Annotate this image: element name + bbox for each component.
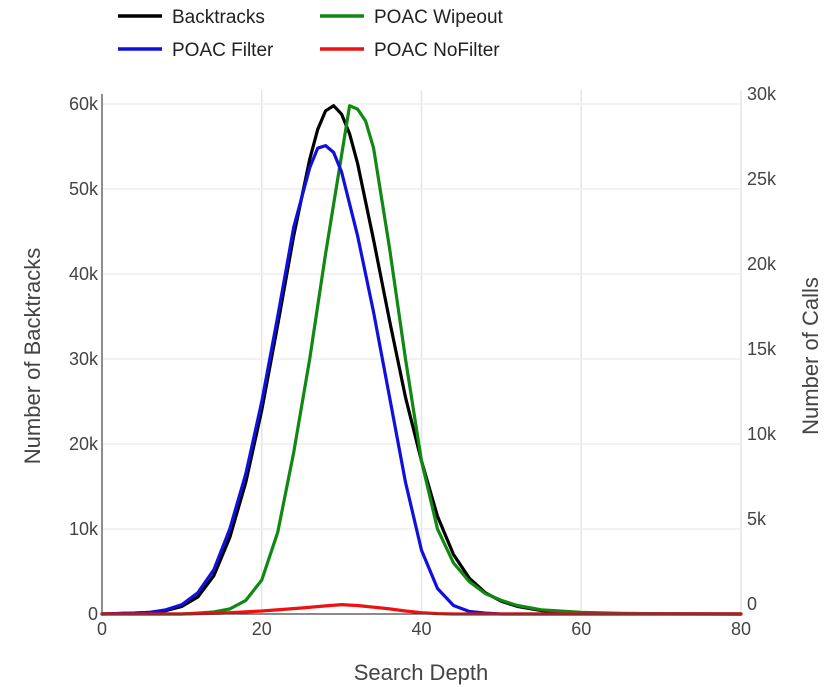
y2-tick-label: 25k bbox=[747, 169, 777, 189]
x-axis-title: Search Depth bbox=[354, 660, 489, 685]
x-tick-label: 80 bbox=[731, 619, 751, 639]
x-axis: 0 20 40 60 80 bbox=[97, 613, 751, 639]
y-axis-right: 0 5k 10k 15k 20k 25k 30k bbox=[747, 84, 777, 614]
y2-tick-label: 5k bbox=[747, 509, 767, 529]
legend-label: POAC Wipeout bbox=[374, 7, 504, 28]
legend-label: POAC Filter bbox=[172, 40, 274, 61]
y-tick-label: 20k bbox=[69, 434, 99, 454]
y-tick-label: 40k bbox=[69, 264, 99, 284]
series-line-1 bbox=[100, 104, 743, 616]
y-tick-label: 0 bbox=[88, 604, 98, 624]
y-tick-label: 50k bbox=[69, 179, 99, 199]
x-tick-label: 20 bbox=[252, 619, 272, 639]
x-tick-label: 0 bbox=[97, 619, 107, 639]
y2-tick-label: 15k bbox=[747, 339, 777, 359]
y-axis-title: Number of Backtracks bbox=[20, 248, 45, 464]
legend-label: Backtracks bbox=[172, 7, 265, 28]
x-tick-label: 40 bbox=[411, 619, 431, 639]
x-tick-label: 60 bbox=[571, 619, 591, 639]
y2-axis-title: Number of Calls bbox=[798, 277, 823, 435]
legend-label: POAC NoFilter bbox=[374, 40, 500, 61]
y-axis-left: 0 10k 20k 30k 40k 50k 60k bbox=[69, 94, 103, 624]
y2-tick-label: 20k bbox=[747, 254, 777, 274]
legend: Backtracks POAC Filter POAC Wipeout POAC No… bbox=[118, 7, 504, 61]
y2-tick-label: 0 bbox=[747, 594, 757, 614]
grid-lines bbox=[102, 90, 742, 614]
y2-tick-label: 10k bbox=[747, 424, 777, 444]
y2-tick-label: 30k bbox=[747, 84, 777, 104]
y-tick-label: 10k bbox=[69, 519, 99, 539]
series-line-2 bbox=[100, 144, 743, 616]
y-tick-label: 60k bbox=[69, 94, 99, 114]
y-tick-label: 30k bbox=[69, 349, 99, 369]
